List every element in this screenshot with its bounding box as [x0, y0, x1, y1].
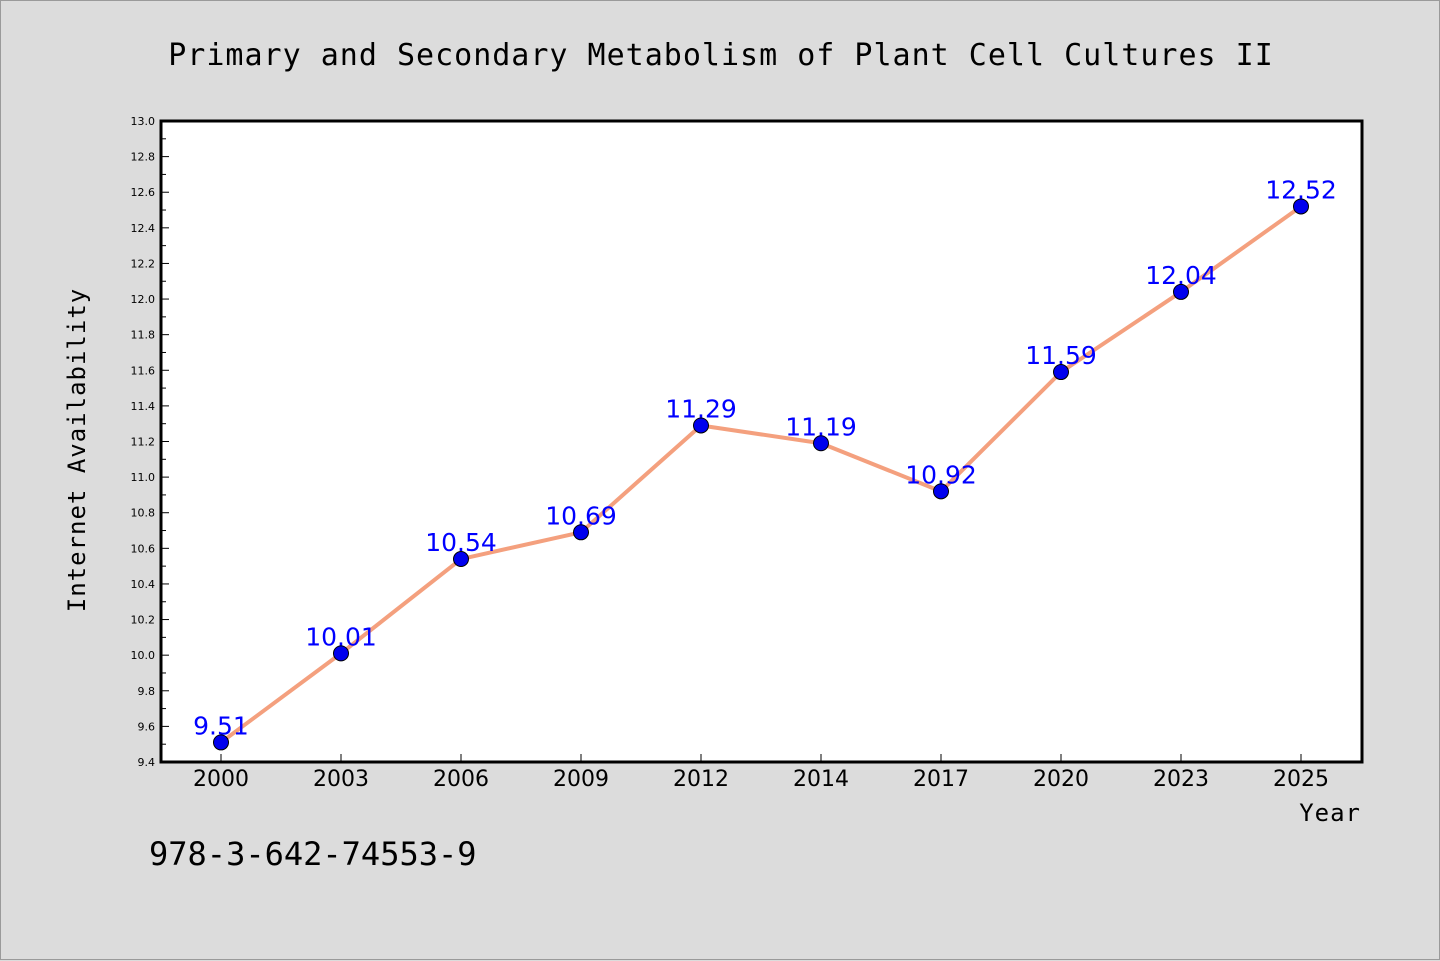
y-tick-label: 11.2: [131, 436, 156, 449]
data-label: 9.51: [193, 711, 249, 740]
plot-frame: [159, 119, 1364, 764]
data-label: 10.01: [305, 622, 377, 651]
x-tick-label: 2003: [313, 767, 369, 792]
x-tick-label: 2017: [913, 767, 969, 792]
data-label: 11.59: [1025, 341, 1097, 370]
y-tick-label: 11.4: [131, 400, 156, 413]
y-tick-label: 9.4: [138, 756, 156, 769]
series-layer: 9.51 10.01 10.54 10.69 11.29 11.19 10.92 11.59 1…: [193, 175, 1337, 751]
data-point: [453, 551, 469, 568]
data-point: [933, 483, 949, 500]
data-point: [1053, 364, 1069, 381]
y-tick-label: 12.6: [131, 186, 156, 199]
isbn-text: 978-3-642-74553-9: [149, 835, 477, 873]
chart-title: Primary and Secondary Metabolism of Plan…: [168, 38, 1274, 73]
data-label: 10.92: [905, 460, 977, 489]
data-point: [813, 435, 829, 452]
y-tick-label: 10.6: [131, 542, 156, 555]
y-tick-label: 10.2: [131, 614, 156, 627]
x-tick-label: 2012: [673, 767, 729, 792]
y-tick-label: 12.8: [131, 151, 156, 164]
x-axis-ticks: 2000 2003 2006 2009 2012 2014 2017 2020 2023 2025: [193, 754, 1329, 792]
y-axis-label: Internet Availability: [63, 288, 91, 612]
x-tick-label: 2023: [1153, 767, 1209, 792]
data-point: [1173, 283, 1189, 300]
data-label: 11.29: [665, 394, 737, 423]
x-tick-label: 2020: [1033, 767, 1089, 792]
x-tick-label: 2014: [793, 767, 849, 792]
y-tick-label: 10.8: [131, 507, 156, 520]
x-tick-label: 2009: [553, 767, 609, 792]
y-tick-label: 12.4: [131, 222, 156, 235]
y-tick-label: 11.0: [131, 471, 156, 484]
data-point: [573, 524, 589, 541]
y-tick-label: 12.0: [131, 293, 156, 306]
y-tick-label: 10.4: [131, 578, 156, 591]
y-axis-ticks: 9.4 9.6 9.8 10.0 10.2 10.4 10.6 10.8 11.0 11.2 11.…: [131, 115, 169, 769]
x-tick-label: 2000: [193, 767, 249, 792]
data-label: 11.19: [785, 412, 857, 441]
data-point: [213, 734, 229, 751]
y-tick-label: 12.2: [131, 257, 156, 270]
data-label: 12.52: [1265, 175, 1337, 204]
y-tick-label: 10.0: [131, 649, 156, 662]
data-label: 10.54: [425, 528, 497, 557]
x-axis-label: Year: [1299, 799, 1361, 827]
data-label: 10.69: [545, 501, 617, 530]
y-tick-label: 9.6: [138, 720, 156, 733]
data-point: [693, 417, 709, 434]
data-point: [1293, 198, 1309, 215]
y-tick-label: 11.6: [131, 364, 156, 377]
y-tick-label: 11.8: [131, 329, 156, 342]
x-tick-label: 2006: [433, 767, 489, 792]
data-point: [333, 645, 349, 662]
data-label: 12.04: [1145, 261, 1217, 290]
y-tick-label: 13.0: [131, 115, 156, 128]
series-line: [219, 204, 1303, 745]
x-tick-label: 2025: [1273, 767, 1329, 792]
y-tick-label: 9.8: [138, 685, 156, 698]
plot-area: [161, 121, 1362, 762]
